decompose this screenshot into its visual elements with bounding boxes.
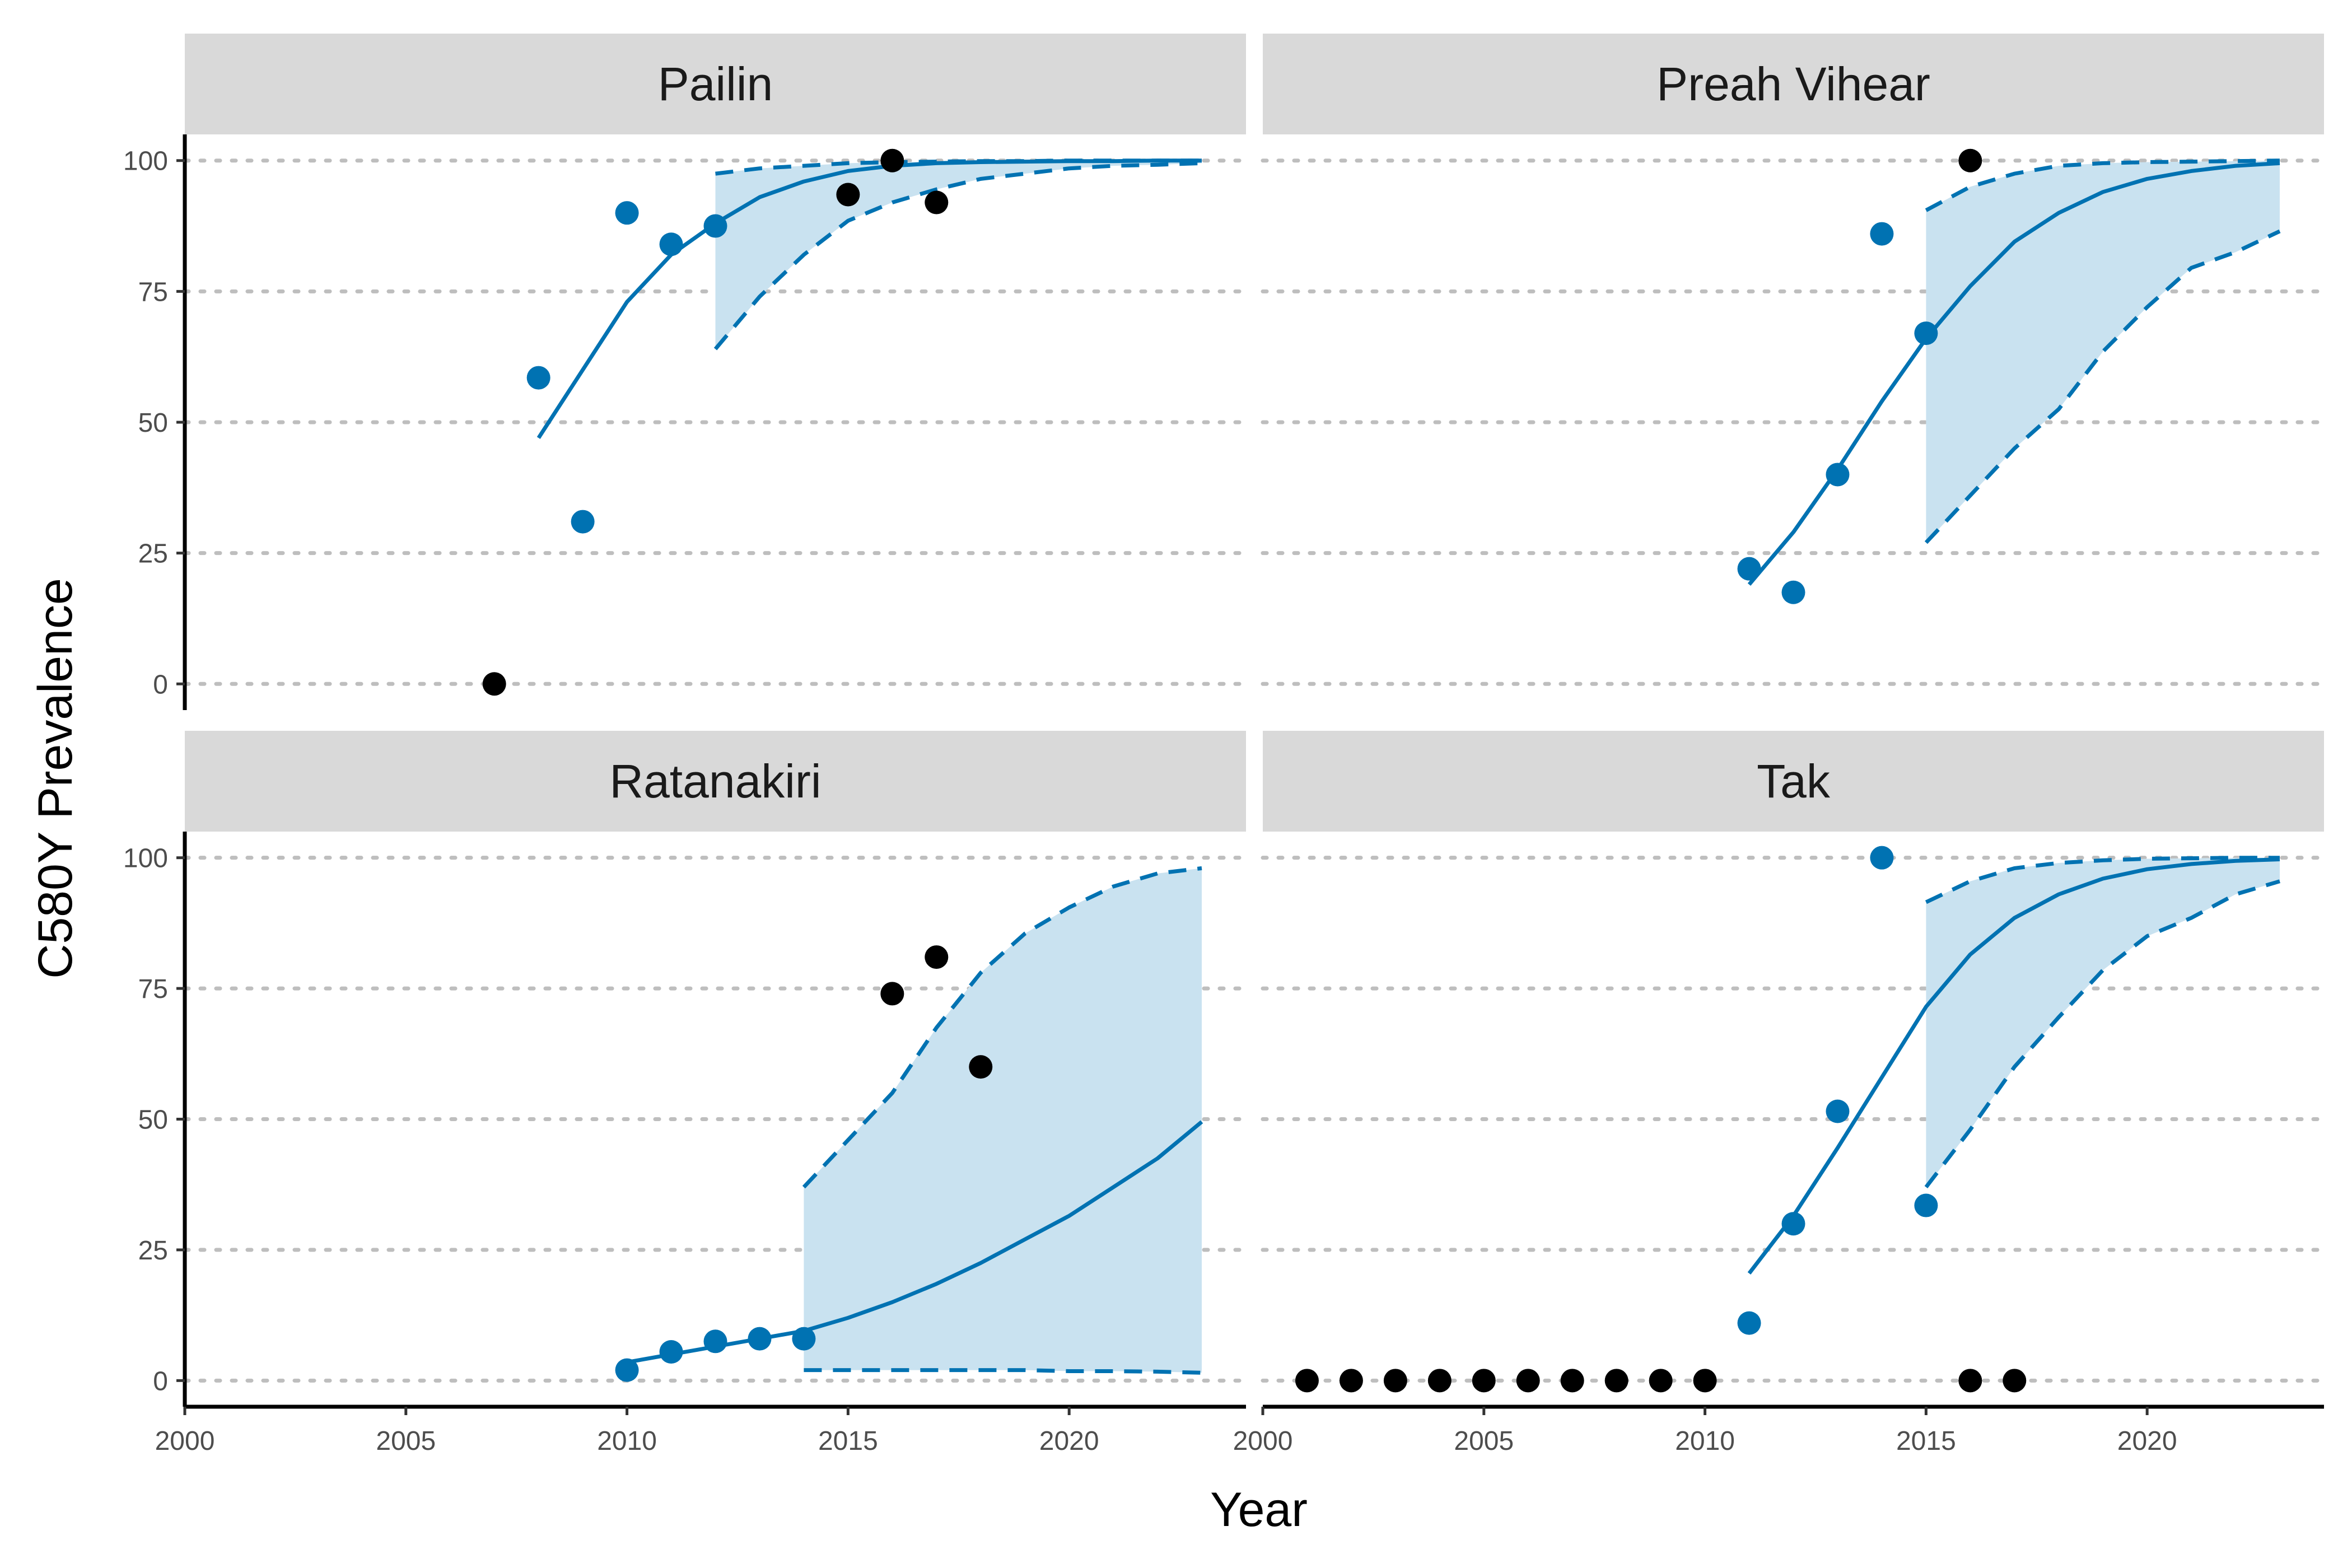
x-tick-label: 2000	[155, 1426, 215, 1456]
observed-fit-point	[1914, 321, 1938, 346]
panel-ratanakiri: Ratanakiri	[183, 731, 1248, 1383]
observed-holdout-point	[925, 945, 949, 969]
x-tick-label: 2015	[1896, 1426, 1956, 1456]
y-tick-label: 25	[138, 539, 168, 569]
facet-title: Preah Vihear	[1656, 58, 1930, 110]
observed-fit-point	[1870, 846, 1894, 870]
facet-title: Ratanakiri	[609, 755, 821, 808]
facet-strip	[1263, 731, 2324, 832]
uncertainty-band	[804, 868, 1202, 1373]
observed-fit-point	[1781, 1212, 1805, 1236]
band-lower-line	[1924, 229, 2281, 544]
observed-fit-point	[571, 510, 595, 534]
y-tick-label: 75	[138, 974, 168, 1004]
x-tick-label: 2020	[1039, 1426, 1099, 1456]
x-tick-label: 2020	[2117, 1426, 2177, 1456]
x-tick-label: 2005	[376, 1426, 436, 1456]
observed-holdout-point	[925, 190, 949, 214]
observed-fit-point	[1826, 463, 1850, 487]
x-tick-label: 2000	[1233, 1426, 1293, 1456]
observed-fit-point	[703, 214, 727, 238]
observed-holdout-point	[1472, 1369, 1496, 1393]
x-axis-title: Year	[1210, 1483, 1308, 1537]
y-axis-title: C580Y Prevalence	[29, 578, 82, 979]
band-lower-line	[713, 161, 1202, 351]
panel-pailin: Pailin	[183, 34, 1248, 696]
observed-holdout-point	[1604, 1369, 1628, 1393]
band-lower-line	[804, 1368, 1202, 1375]
x-tick-label: 2010	[1675, 1426, 1735, 1456]
observed-fit-point	[659, 1340, 683, 1364]
facet-title: Pailin	[658, 58, 773, 110]
band-upper-line	[1925, 856, 2280, 904]
y-tick-label: 100	[123, 147, 168, 176]
facet-strip	[1263, 34, 2324, 134]
x-tick-label: 2010	[597, 1426, 657, 1456]
panel-preah-vihear: Preah Vihear	[1261, 34, 2326, 686]
observed-holdout-point	[1383, 1369, 1407, 1393]
observed-fit-point	[1870, 222, 1894, 246]
observed-holdout-point	[1693, 1369, 1717, 1393]
y-tick-label: 50	[138, 408, 168, 438]
model-mean-line	[536, 158, 1202, 439]
observed-fit-point	[615, 201, 639, 225]
observed-fit-point	[1737, 1311, 1761, 1335]
observed-holdout-point	[836, 183, 860, 207]
observed-holdout-point	[880, 982, 904, 1006]
y-tick-label: 0	[153, 670, 168, 699]
panels: Pailin Preah Vihear Ratanakiri Tak	[183, 34, 2326, 1393]
panel-tak: Tak	[1261, 731, 2326, 1393]
observed-fit-point	[1781, 580, 1805, 604]
y-tick-label: 100	[123, 844, 168, 874]
observed-holdout-point	[2003, 1369, 2027, 1393]
observed-holdout-point	[880, 148, 904, 172]
observed-holdout-point	[1339, 1369, 1363, 1393]
observed-fit-point	[1914, 1193, 1938, 1217]
observed-holdout-point	[969, 1055, 993, 1079]
band-upper-line	[1925, 158, 2280, 212]
observed-holdout-point	[1958, 1369, 1982, 1393]
observed-holdout-point	[1516, 1369, 1540, 1393]
observed-fit-point	[1737, 557, 1761, 581]
y-tick-label: 75	[138, 277, 168, 307]
observed-holdout-point	[482, 672, 506, 696]
x-tick-label: 2015	[818, 1426, 878, 1456]
observed-fit-point	[526, 366, 550, 390]
observed-holdout-point	[1560, 1369, 1584, 1393]
observed-holdout-point	[1958, 148, 1982, 172]
uncertainty-band	[715, 160, 1202, 349]
model-mean-line	[1747, 857, 2280, 1275]
observed-fit-point	[1826, 1099, 1850, 1123]
observed-fit-point	[792, 1327, 816, 1351]
axes-layer: 0 25 50 75 100 0 25 50 75 100 2000 2005 2010 2015 2020…	[123, 134, 2324, 1456]
observed-fit-point	[615, 1358, 639, 1382]
band-upper-line	[802, 866, 1202, 1189]
y-tick-label: 25	[138, 1236, 168, 1266]
y-tick-label: 0	[153, 1366, 168, 1396]
observed-holdout-point	[1649, 1369, 1673, 1393]
observed-holdout-point	[1295, 1369, 1319, 1393]
observed-fit-point	[748, 1327, 772, 1351]
x-tick-label: 2005	[1454, 1426, 1514, 1456]
observed-fit-point	[659, 232, 683, 256]
facet-strip	[185, 34, 1246, 134]
observed-fit-point	[703, 1329, 727, 1354]
observed-holdout-point	[1427, 1369, 1452, 1393]
uncertainty-band	[1926, 857, 2280, 1187]
facet-title: Tak	[1757, 755, 1831, 808]
facet-strip	[185, 731, 1246, 832]
band-lower-line	[1924, 879, 2280, 1189]
y-tick-label: 50	[138, 1105, 168, 1135]
